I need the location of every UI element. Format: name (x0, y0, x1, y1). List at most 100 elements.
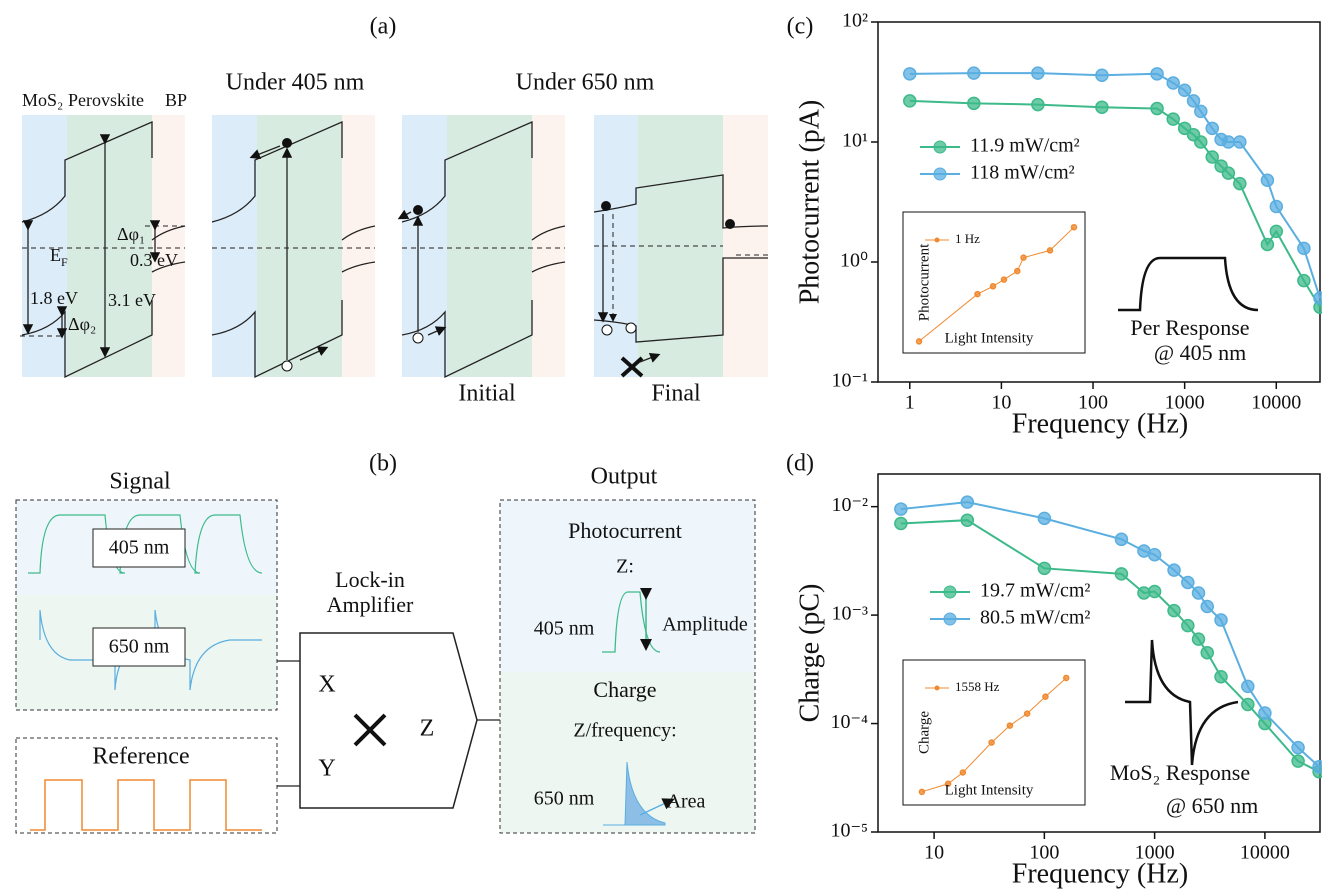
data-point (1031, 97, 1045, 112)
data-point (1062, 674, 1070, 682)
y-tick-label: 10⁰ (840, 250, 868, 272)
y-axis-title: Charge (pC) (794, 584, 825, 723)
signal-title: Signal (109, 469, 171, 495)
data-point (1269, 224, 1284, 239)
data-point (960, 513, 975, 527)
data-point (1313, 291, 1322, 305)
y-tick-label: 10⁻¹ (831, 370, 868, 392)
data-point (1177, 121, 1192, 136)
annotation: MoS₂ Response (1110, 760, 1250, 785)
y-tick-label: 10⁻³ (831, 603, 868, 625)
data-point (1177, 83, 1192, 97)
y-tick-label: 10⁻⁴ (830, 711, 868, 733)
data-point (1191, 632, 1206, 646)
panel-a: (a) MoS₂ Perovskite BP Under 405 nm Unde… (20, 14, 769, 407)
y-tick-label: 10⁻⁵ (830, 820, 868, 842)
data-point (1181, 575, 1195, 590)
energy-label: 0.3 eV (130, 250, 178, 270)
data-point (1200, 645, 1214, 660)
data-point (1147, 548, 1162, 562)
x-tick-label: 100 (1029, 842, 1059, 864)
energy-label: 1.8 eV (30, 288, 78, 308)
layer-label: MoS₂ (22, 90, 63, 110)
wavelength-label: 650 nm (109, 636, 170, 658)
data-point (894, 502, 908, 516)
data-point (1000, 276, 1008, 283)
inset-legend-label: 1 Hz (955, 231, 980, 246)
output-subtitle: Photocurrent (568, 518, 682, 543)
x-tick-label: 10 (991, 392, 1011, 414)
data-point (1258, 706, 1272, 720)
legend-label: 118 mW/cm² (970, 162, 1075, 184)
legend-marker (933, 140, 947, 154)
data-point (960, 495, 975, 509)
legend-marker (943, 585, 957, 599)
panel-label: (a) (370, 14, 397, 40)
inset-x-title: Light Intensity (945, 782, 1034, 798)
layer-label: BP (165, 90, 187, 110)
data-point (1194, 104, 1208, 119)
inset-legend-label: 1558 Hz (955, 679, 1000, 694)
fermi-sub: F (61, 255, 68, 269)
legend-marker (933, 167, 947, 181)
x-tick-label: 10000 (1251, 392, 1301, 414)
data-point (1023, 710, 1031, 717)
data-point (1181, 618, 1195, 633)
data-point (1095, 68, 1109, 82)
wavelength-label: 405 nm (109, 537, 170, 559)
data-point (967, 66, 981, 80)
fermi-main: E (50, 245, 61, 265)
data-point (1070, 223, 1078, 231)
band-diagram (211, 114, 376, 378)
amplifier-title: Amplifier (327, 592, 414, 617)
data-point (1031, 66, 1045, 80)
inset-y-title: Charge (916, 711, 932, 754)
x-tick-label: 1 (905, 392, 915, 414)
reference-title: Reference (92, 744, 189, 770)
data-point (1006, 722, 1014, 729)
plot-frame (877, 21, 1321, 383)
data-point (1166, 76, 1180, 90)
x-axis-title: Frequency (Hz) (1012, 858, 1188, 889)
data-point (1150, 67, 1164, 81)
data-point (1297, 241, 1311, 256)
layer-label: Perovskite (68, 90, 144, 110)
annotation: @ 650 nm (1166, 793, 1258, 818)
inset-legend-marker (934, 237, 940, 243)
condition-title: Under 405 nm (226, 70, 365, 96)
data-point (1037, 561, 1052, 576)
data-point (1114, 532, 1129, 547)
annotation: @ 405 nm (1154, 340, 1246, 365)
data-point (1200, 599, 1214, 614)
annotation: Per Response (1130, 315, 1249, 340)
x-tick-label: 10 (924, 842, 944, 864)
input-label: X (318, 672, 335, 698)
data-point (1042, 693, 1049, 700)
data-point (1020, 254, 1027, 261)
amplifier-title: Lock-in (335, 567, 405, 592)
data-point (1291, 754, 1305, 768)
legend-label: 19.7 mW/cm² (980, 580, 1090, 602)
state-label: Initial (458, 381, 516, 407)
y-tick-label: 10⁻² (831, 494, 868, 516)
input-label: Y (318, 756, 335, 782)
data-point (1167, 603, 1181, 618)
data-point (944, 780, 952, 787)
band-diagram (21, 114, 186, 378)
data-point (1037, 511, 1052, 526)
wavelength-label: 405 nm (534, 618, 595, 640)
inset-x-title: Light Intensity (945, 330, 1034, 346)
y-tick-label: 10¹ (842, 130, 868, 152)
condition-title: Under 650 nm (516, 70, 655, 96)
y-tick-label: 10² (842, 10, 868, 32)
data-point (1167, 563, 1181, 577)
data-point (1233, 135, 1247, 149)
data-point (967, 96, 981, 111)
data-point (1147, 584, 1162, 599)
measure-label: Amplitude (662, 614, 748, 636)
data-point (1186, 94, 1201, 108)
state-label: Final (651, 381, 701, 407)
panel-label: (c) (787, 14, 814, 40)
legend-label: 80.5 mW/cm² (980, 607, 1090, 629)
